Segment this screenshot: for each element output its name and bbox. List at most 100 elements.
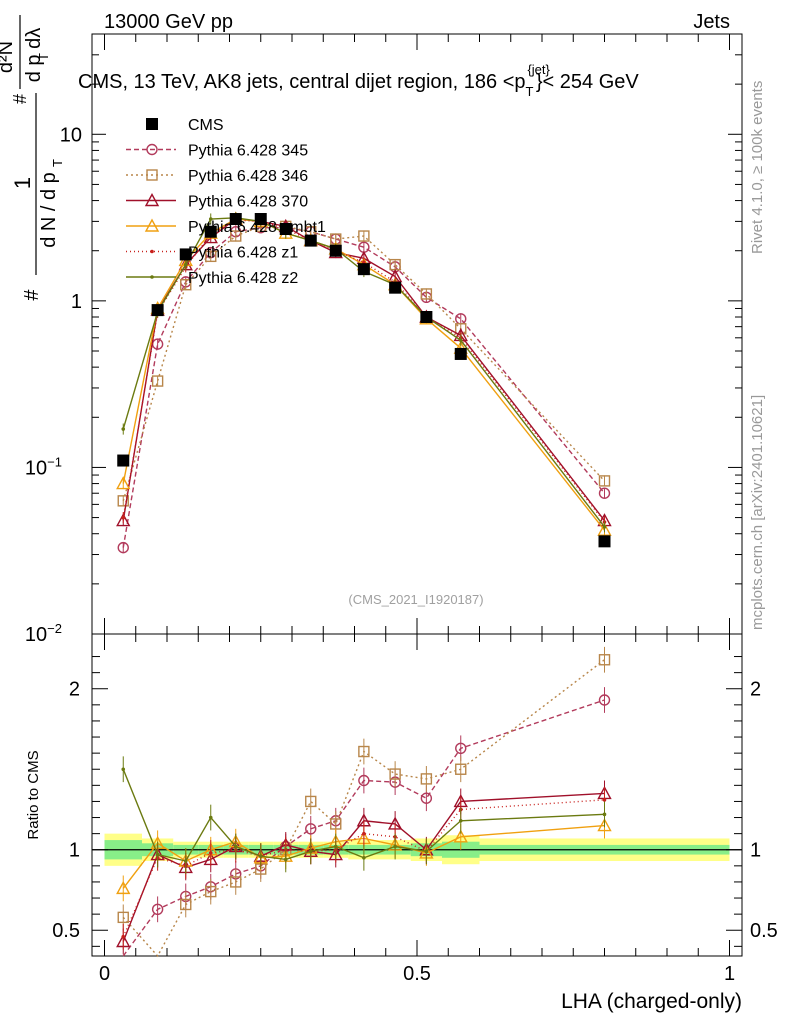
y-label-numerator-1: 1 xyxy=(10,177,35,189)
data-point xyxy=(598,535,611,548)
data-point xyxy=(420,310,433,323)
ratio-y-tick-label-left: 1 xyxy=(69,840,80,862)
main-series-group xyxy=(116,211,612,554)
ratio-point xyxy=(420,773,433,785)
legend-item: CMS xyxy=(146,117,224,134)
legend: CMS Pythia 6.428 345 Pythia 6.428 346 Pythi… xyxy=(126,117,326,287)
y-label-denominator-2: d p dλ xyxy=(23,28,45,82)
data-point xyxy=(179,248,192,261)
legend-marker xyxy=(150,249,154,254)
legend-marker xyxy=(146,169,158,181)
chart-title: CMS, 13 TeV, AK8 jets, central dijet reg… xyxy=(78,62,639,99)
header-right: Jets xyxy=(693,11,730,33)
data-point xyxy=(458,338,463,343)
ratio-series-line xyxy=(122,699,605,957)
ratio-point xyxy=(305,823,317,835)
data-point xyxy=(116,513,131,527)
data-point xyxy=(180,279,192,291)
title-superscript: {jet} xyxy=(527,62,550,77)
ratio-point xyxy=(597,818,612,832)
data-point xyxy=(598,487,611,499)
ratio-point xyxy=(389,768,401,780)
legend-label: Pythia 6.428 345 xyxy=(188,143,308,160)
y-label-denominator-sub: T xyxy=(50,159,65,167)
ratio-point xyxy=(362,831,366,836)
ratio-point xyxy=(183,859,188,863)
ratio-point xyxy=(420,792,433,804)
rivet-version-label: Rivet 4.1.0, ≥ 100k events xyxy=(749,81,766,254)
ratio-point xyxy=(598,694,611,706)
ratio-point xyxy=(155,852,160,857)
ratio-point xyxy=(205,885,217,898)
data-point xyxy=(329,244,342,257)
data-point xyxy=(420,288,433,300)
y-tick-exponent: −2 xyxy=(47,621,62,636)
data-point xyxy=(602,525,607,529)
x-axis-label: LHA (charged-only) xyxy=(561,990,742,1013)
ratio-point xyxy=(233,844,238,849)
ratio-point xyxy=(424,849,429,854)
ratio-point xyxy=(121,767,126,772)
y-tick-label: 1 xyxy=(71,291,82,313)
data-point xyxy=(204,225,217,238)
legend-marker xyxy=(144,193,160,207)
ratio-y-tick-label-right: 1 xyxy=(750,840,761,862)
data-point xyxy=(151,375,164,387)
data-point xyxy=(230,230,242,242)
legend-label: Pythia 6.428 z1 xyxy=(188,245,298,262)
ratio-point xyxy=(208,815,213,820)
data-point xyxy=(597,522,612,536)
ratio-point xyxy=(180,898,192,911)
legend-item: Pythia 6.428 ambt1 xyxy=(126,218,326,236)
series-line xyxy=(122,226,606,548)
ratio-series-line xyxy=(122,824,605,889)
legend-marker xyxy=(150,275,154,279)
ratio-y-tick-label-left: 0.5 xyxy=(52,920,80,942)
legend-item: Pythia 6.428 z2 xyxy=(126,270,298,287)
legend-item: Pythia 6.428 345 xyxy=(126,143,308,160)
data-point xyxy=(358,230,370,242)
data-point xyxy=(117,541,129,554)
ratio-point xyxy=(362,855,366,860)
ratio-point xyxy=(455,742,467,755)
ratio-y-axis-label: Ratio to CMS xyxy=(25,750,42,839)
ratio-point xyxy=(305,795,317,808)
ratio-point xyxy=(455,763,467,775)
ratio-point xyxy=(151,903,164,916)
data-point xyxy=(389,281,402,294)
data-point xyxy=(598,475,611,487)
ratio-point xyxy=(358,774,370,787)
y-tick-exponent: −1 xyxy=(47,454,62,469)
y-tick-label: 10−1 xyxy=(25,454,62,479)
ratio-point xyxy=(208,851,213,855)
ratio-y-tick-label-left: 2 xyxy=(69,679,80,701)
title-main-text: CMS, 13 TeV, AK8 jets, central dijet reg… xyxy=(78,71,526,93)
ratio-point xyxy=(598,654,611,666)
ratio-point xyxy=(358,745,370,758)
data-point xyxy=(208,217,213,221)
ratio-point xyxy=(117,911,129,924)
legend-item: Pythia 6.428 z1 xyxy=(126,245,298,262)
legend-item: Pythia 6.428 370 xyxy=(126,193,308,211)
ratio-point xyxy=(283,857,288,862)
y-tick-label: 10−2 xyxy=(25,621,62,646)
legend-marker xyxy=(146,143,158,156)
legend-marker xyxy=(146,118,158,130)
ratio-y-tick-label-right: 2 xyxy=(750,679,761,701)
data-point xyxy=(304,234,317,247)
ratio-series-pythia-6-428-346 xyxy=(117,646,611,958)
series-cms xyxy=(117,213,611,548)
series-pythia-6-428-z1 xyxy=(121,214,607,528)
ratio-point xyxy=(230,876,242,888)
ratio-point xyxy=(116,880,131,895)
title-subscript: T xyxy=(526,84,534,99)
ratio-y-tick-label-right: 0.5 xyxy=(750,920,778,942)
ratio-series-line xyxy=(122,799,605,937)
ratio-point xyxy=(308,849,313,854)
ratio-point xyxy=(121,934,126,939)
data-point xyxy=(151,304,164,317)
y-label-denominator: d N / d p xyxy=(38,172,60,248)
